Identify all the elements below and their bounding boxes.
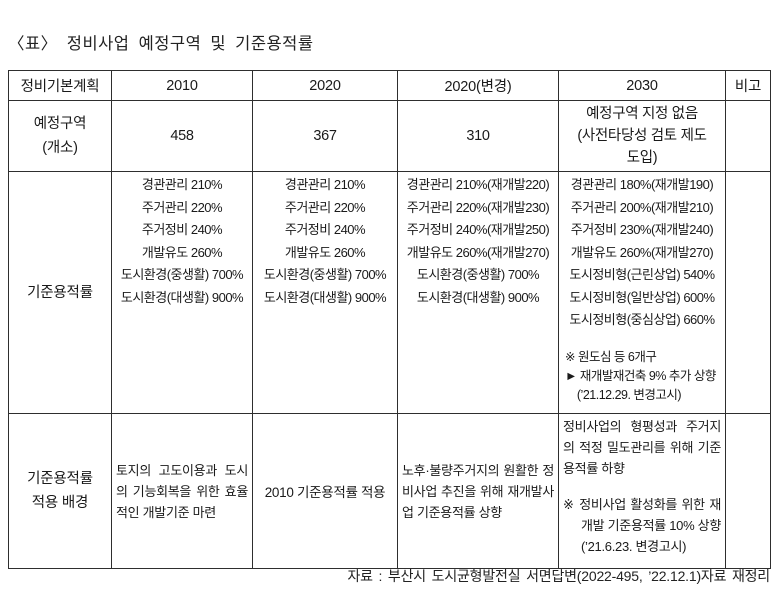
cell-zones-2020: 367 <box>252 100 398 172</box>
header-cell-2010: 2010 <box>111 70 253 101</box>
row-application-background: 기준용적률 적용 배경 토지의 고도이용과 도시의 기능회복을 위한 효율적인 … <box>8 413 771 569</box>
cell-zones-2010: 458 <box>111 100 253 172</box>
bg-2030-note: ※ 정비사업 활성화를 위한 재개발 기준용적률 10% 상향 (’21.6.2… <box>563 497 721 554</box>
row-label-planned-zones: 예정구역 (개소) <box>8 100 112 172</box>
bg-para-2010: 토지의 고도이용과 도시의 기능회복을 위한 효율적인 개발기준 마련 <box>116 462 248 520</box>
cell-bg-2010: 토지의 고도이용과 도시의 기능회복을 위한 효율적인 개발기준 마련 <box>111 413 253 569</box>
header-row: 정비기본계획 2010 2020 2020(변경) 2030 비고 <box>8 70 771 101</box>
cell-zones-remark <box>725 100 771 172</box>
cell-far-remark <box>725 171 771 414</box>
row-planned-zones: 예정구역 (개소) 458 367 310 예정구역 지정 없음 (사전타당성 … <box>8 100 771 172</box>
cell-bg-2020-change: 노후·불량주거지의 원활한 정비사업 추진을 위해 재개발사업 기준용적률 상향 <box>397 413 559 569</box>
cell-zones-2020-change: 310 <box>397 100 559 172</box>
far-list-2030: 경관관리 180%(재개발190) 주거관리 200%(재개발210) 주거정비… <box>569 177 715 327</box>
header-cell-2020-change: 2020(변경) <box>397 70 559 101</box>
bg-para-2020-change: 노후·불량주거지의 원활한 정비사업 추진을 위해 재개발사업 기준용적률 상향 <box>402 462 554 520</box>
far-list-2020-change: 경관관리 210%(재개발220) 주거관리 220%(재개발230) 주거정비… <box>406 177 550 305</box>
far-list-2010: 경관관리 210% 주거관리 220% 주거정비 240% 개발유도 260% … <box>120 177 244 305</box>
row-label-application-background: 기준용적률 적용 배경 <box>8 413 112 569</box>
far-2030-note: ※ 원도심 등 6개구 ► 재개발재건축 9% 추가 상향 (’21.12.29… <box>565 349 716 402</box>
cell-zones-2030: 예정구역 지정 없음 (사전타당성 검토 제도 도입) <box>558 100 726 172</box>
row-standard-far: 기준용적률 경관관리 210% 주거관리 220% 주거정비 240% 개발유도… <box>8 171 771 414</box>
row-label-standard-far: 기준용적률 <box>8 171 112 414</box>
header-cell-2030: 2030 <box>558 70 726 101</box>
header-cell-2020: 2020 <box>252 70 398 101</box>
cell-bg-2020: 2010 기준용적률 적용 <box>252 413 398 569</box>
cell-far-2020: 경관관리 210% 주거관리 220% 주거정비 240% 개발유도 260% … <box>252 171 398 414</box>
cell-far-2010: 경관관리 210% 주거관리 220% 주거정비 240% 개발유도 260% … <box>111 171 253 414</box>
source-note: 자료 : 부산시 도시균형발전실 서면답변(2022-495, ’22.12.1… <box>347 568 770 584</box>
table-caption: 〈표〉 정비사업 예정구역 및 기준용적률 <box>8 35 314 53</box>
cell-far-2020-change: 경관관리 210%(재개발220) 주거관리 220%(재개발230) 주거정비… <box>397 171 559 414</box>
bg-para-2030: 정비사업의 형평성과 주거지의 적정 밀도관리를 위해 기준용적률 하향 <box>563 419 721 476</box>
cell-bg-remark <box>725 413 771 569</box>
cell-bg-2030: 정비사업의 형평성과 주거지의 적정 밀도관리를 위해 기준용적률 하향 ※ 정… <box>558 413 726 569</box>
header-cell-plan: 정비기본계획 <box>8 70 112 101</box>
far-table: 정비기본계획 2010 2020 2020(변경) 2030 비고 예정구역 (… <box>8 70 771 569</box>
header-cell-remark: 비고 <box>725 70 771 101</box>
cell-far-2030: 경관관리 180%(재개발190) 주거관리 200%(재개발210) 주거정비… <box>558 171 726 414</box>
far-list-2020: 경관관리 210% 주거관리 220% 주거정비 240% 개발유도 260% … <box>263 177 387 305</box>
